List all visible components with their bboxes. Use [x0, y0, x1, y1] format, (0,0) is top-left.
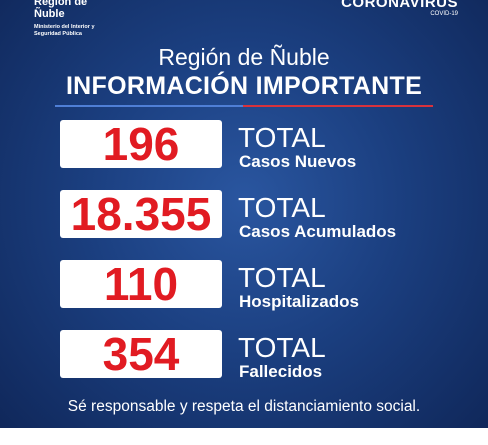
logo-subtitle: Ministerio del Interior y Seguridad Públ… [34, 24, 95, 37]
stat-label: Fallecidos [239, 362, 323, 381]
stat-label: Casos Nuevos [239, 152, 357, 171]
stat-label: Hospitalizados [239, 292, 359, 311]
bottom-strip [0, 428, 488, 445]
stat-prefix: TOTAL [238, 262, 326, 293]
rule [243, 105, 433, 107]
stat-prefix: TOTAL [238, 192, 326, 223]
subtitle: INFORMACIÓN IMPORTANTE [65, 72, 423, 100]
stat-prefix: TOTAL [238, 332, 326, 363]
rule [55, 105, 243, 107]
stat-value: 196 [60, 118, 222, 170]
stat-value: 18.355 [60, 188, 222, 240]
campaign-sub: COVID-19 [430, 11, 458, 17]
campaign: CORONAVIRUS [341, 0, 458, 11]
stat-value: 110 [60, 258, 222, 310]
stat-prefix: TOTAL [238, 122, 326, 153]
title: Región de Ñuble [158, 44, 330, 70]
stat-value: 354 [60, 328, 222, 380]
logo-name: Región de Ñuble [34, 0, 88, 20]
footer: Sé responsable y respeta el distanciamie… [67, 398, 421, 415]
stat-label: Casos Acumulados [239, 222, 397, 241]
